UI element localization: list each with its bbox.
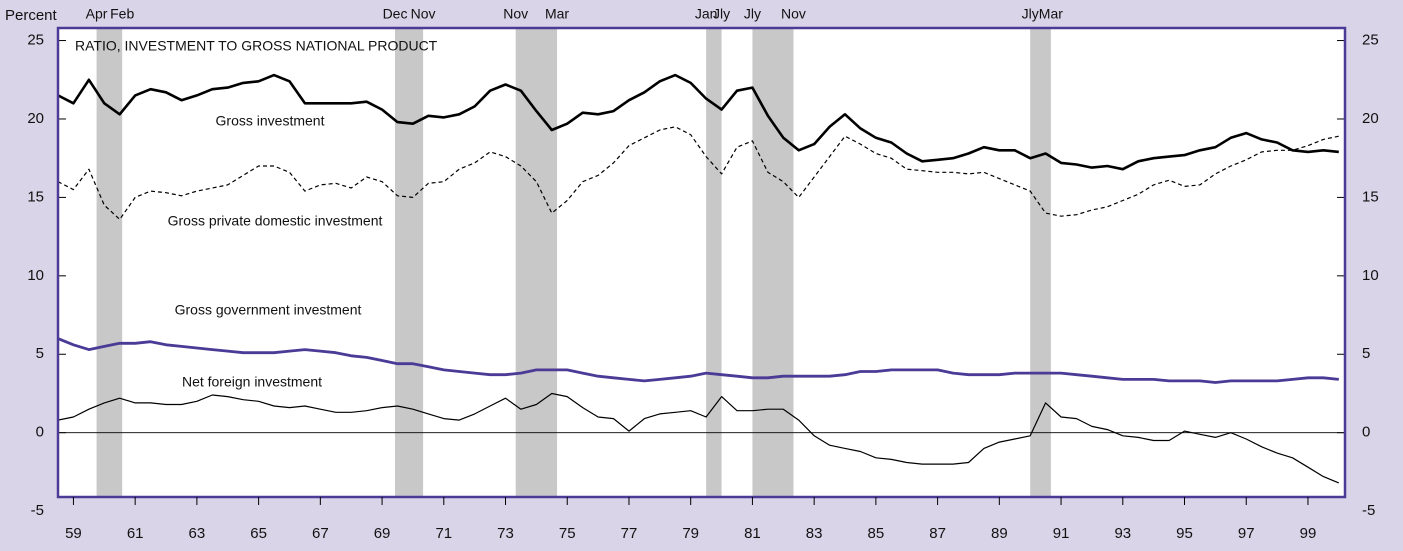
series-line <box>57 337 1339 384</box>
x-tick-label: 59 <box>65 525 82 542</box>
y-tick-label: -5 <box>31 502 44 519</box>
y-tick-label: 10 <box>27 267 44 284</box>
recession-end-label: Feb <box>110 6 134 22</box>
recession-start-label: Nov <box>503 6 528 22</box>
series-label: Net foreign investment <box>182 374 322 390</box>
recession-end-label: Jly <box>713 6 730 22</box>
plot-area <box>58 28 1345 497</box>
recession-start-label: Jly <box>1022 6 1039 22</box>
x-tick-label: 65 <box>250 525 267 542</box>
x-tick-label: 87 <box>929 525 946 542</box>
series-label: Gross private domestic investment <box>168 213 383 229</box>
x-tick-label: 77 <box>621 525 638 542</box>
x-tick-label: 61 <box>127 525 144 542</box>
x-tick-label: 71 <box>435 525 452 542</box>
recession-band <box>395 28 424 497</box>
y2-tick-label: 25 <box>1362 32 1379 49</box>
recession-start-label: Jly <box>744 6 761 22</box>
y-axis-label: Percent <box>5 7 58 24</box>
recession-band <box>1030 28 1051 497</box>
x-tick-label: 63 <box>189 525 206 542</box>
chart-title: RATIO, INVESTMENT TO GROSS NATIONAL PROD… <box>75 38 438 54</box>
x-tick-label: 81 <box>744 525 761 542</box>
x-tick-label: 85 <box>868 525 885 542</box>
x-tick-label: 99 <box>1300 525 1317 542</box>
y-tick-label: 25 <box>27 32 44 49</box>
recession-start-label: Jan <box>695 6 718 22</box>
recession-end-label: Mar <box>1039 6 1063 22</box>
series-label: Gross government investment <box>175 302 362 318</box>
recession-band <box>515 28 558 497</box>
x-tick-label: 93 <box>1114 525 1131 542</box>
x-tick-label: 69 <box>374 525 391 542</box>
x-tick-label: 91 <box>1053 525 1070 542</box>
y2-tick-label: -5 <box>1362 502 1375 519</box>
x-tick-label: 67 <box>312 525 329 542</box>
recession-end-label: Nov <box>411 6 436 22</box>
y2-tick-label: 0 <box>1362 424 1370 441</box>
plot-frame <box>56 26 1347 499</box>
marks <box>57 28 1345 497</box>
x-tick-label: 95 <box>1176 525 1193 542</box>
series-label: Gross investment <box>216 113 325 129</box>
series-line <box>57 392 1340 484</box>
x-tick-label: 79 <box>682 525 699 542</box>
y-tick-label: 15 <box>27 188 44 205</box>
y2-tick-label: 10 <box>1362 267 1379 284</box>
x-tick-label: 73 <box>497 525 514 542</box>
y-tick-label: 0 <box>36 424 44 441</box>
recession-start-label: Dec <box>383 6 408 22</box>
y2-tick-label: 5 <box>1362 345 1370 362</box>
series-line <box>57 73 1339 171</box>
y2-tick-label: 20 <box>1362 110 1379 127</box>
y-tick-label: 20 <box>27 110 44 127</box>
recession-end-label: Nov <box>781 6 806 22</box>
x-tick-label: 75 <box>559 525 576 542</box>
x-tick-label: 83 <box>806 525 823 542</box>
y2-tick-label: 15 <box>1362 188 1379 205</box>
recession-end-label: Mar <box>545 6 569 22</box>
series-line <box>57 126 1339 220</box>
recession-band <box>752 28 794 497</box>
x-tick-label: 89 <box>991 525 1008 542</box>
recession-band <box>706 28 722 497</box>
y-tick-label: 5 <box>36 345 44 362</box>
recession-start-label: Apr <box>86 6 108 22</box>
x-tick-label: 97 <box>1238 525 1255 542</box>
